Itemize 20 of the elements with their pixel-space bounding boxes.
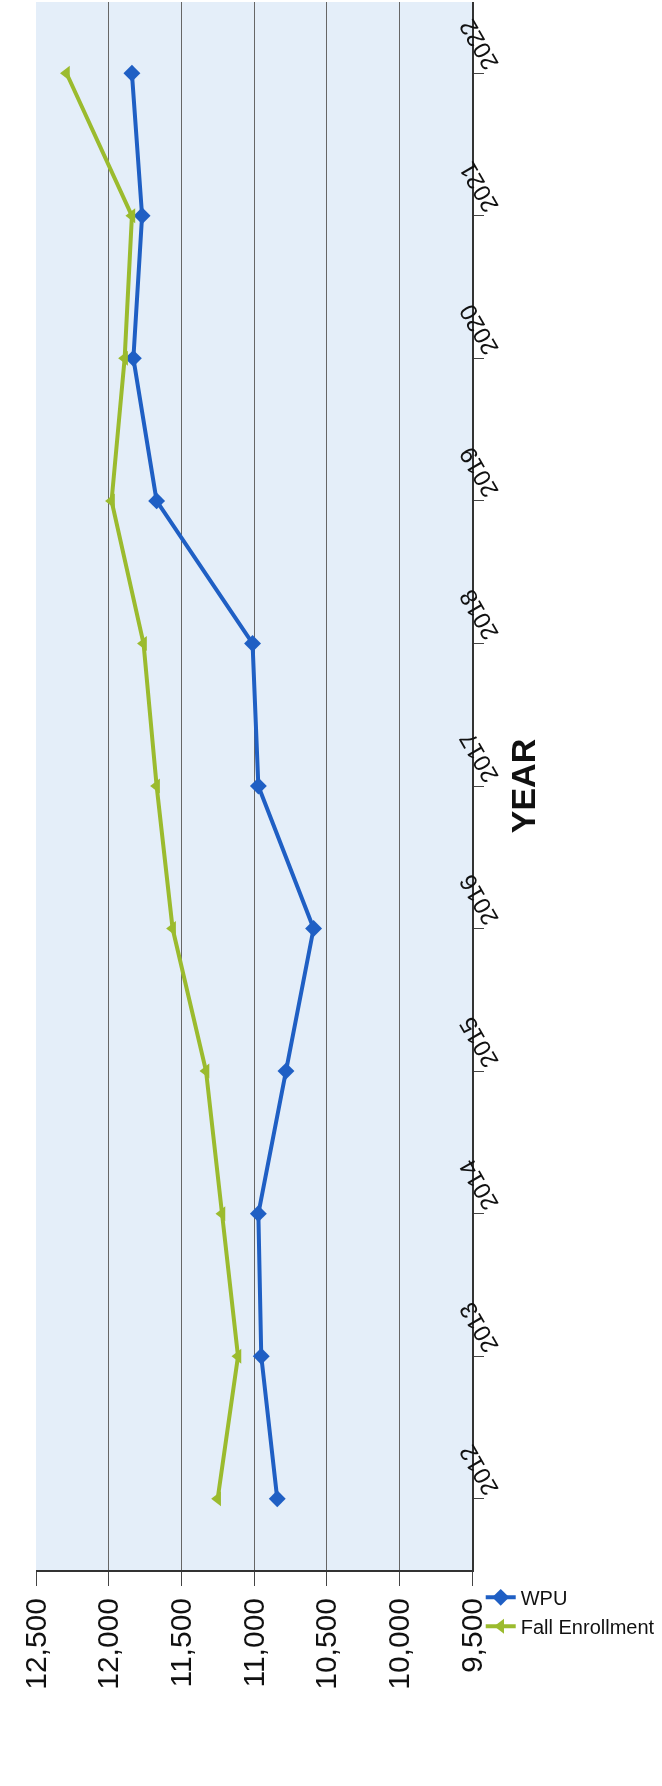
point: [277, 1062, 295, 1080]
x-tick-label: 10,000: [382, 1598, 416, 1690]
x-tick-label: 12,000: [91, 1598, 125, 1690]
x-tick-label: 12,500: [18, 1598, 52, 1690]
x-tick-label: 11,000: [236, 1598, 270, 1688]
point: [268, 1490, 286, 1508]
legend-label: Fall Enrollment: [520, 1616, 655, 1639]
point: [123, 64, 141, 82]
point: [148, 492, 166, 510]
point: [244, 635, 261, 652]
x-tick-label: 10,500: [309, 1598, 343, 1690]
point: [249, 777, 267, 795]
point: [133, 207, 151, 225]
legend-label: WPU: [520, 1587, 568, 1610]
point: [305, 920, 323, 937]
x-tick-label: 11,500: [164, 1598, 198, 1688]
y-axis-title: YEAR: [503, 738, 542, 834]
point: [249, 1205, 267, 1223]
x-tick-label: 9,500: [454, 1598, 488, 1674]
point: [252, 1347, 270, 1365]
